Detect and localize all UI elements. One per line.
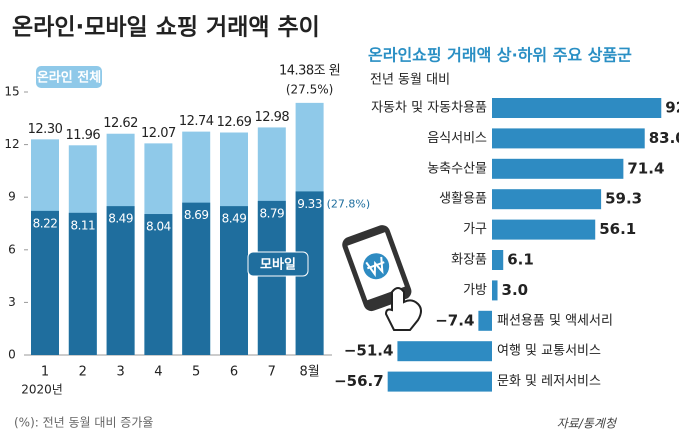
- mobile-bar: [68, 212, 97, 355]
- y-tick-label: 9: [8, 190, 16, 204]
- category-label: 자동차 및 자동차용품: [371, 101, 487, 116]
- legend-label: 온라인 전체: [37, 70, 101, 86]
- bar: [492, 128, 645, 149]
- value-label: −7.4: [435, 311, 474, 329]
- value-label: 12.30: [28, 122, 63, 137]
- annotation: (27.5%): [286, 82, 333, 96]
- panel-subtitle: 전년 동월 대비: [370, 73, 450, 88]
- category-label: 가방: [463, 283, 487, 298]
- value-label: 83.0: [649, 129, 679, 147]
- x-tick-label: 8월: [299, 365, 319, 380]
- x-tick-label: 6: [230, 365, 238, 380]
- value-label: 12.07: [141, 126, 176, 141]
- x-tick-label: 3: [116, 365, 124, 380]
- value-label: 59.3: [605, 190, 642, 208]
- category-label: 패션용품 및 액세서리: [497, 313, 613, 328]
- mobile-bar: [106, 206, 135, 355]
- y-tick-label: 6: [8, 242, 16, 256]
- x-tick-label: 5: [192, 365, 200, 380]
- value-label: 8.79: [259, 206, 284, 220]
- value-label: 8.49: [222, 212, 247, 226]
- value-label: 8.49: [108, 212, 133, 226]
- legend-box: [36, 66, 102, 88]
- y-tick-label: 12: [4, 137, 19, 151]
- value-label: 12.62: [103, 116, 138, 131]
- annotation: (27.8%): [327, 197, 371, 210]
- value-label: 11.96: [65, 128, 100, 143]
- bar: [492, 158, 624, 179]
- value-label: 12.98: [254, 110, 289, 125]
- x-tick-label: 1: [41, 365, 49, 380]
- legend-label: 모바일: [260, 257, 296, 273]
- value-label: 9.33: [297, 197, 322, 211]
- value-label: 6.1: [507, 251, 534, 269]
- value-label: 12.69: [217, 115, 252, 130]
- category-label: 여행 및 교통서비스: [497, 343, 601, 359]
- x-tick-label: 7: [268, 365, 276, 380]
- bar: [492, 189, 602, 210]
- bar: [492, 219, 596, 240]
- value-label: 56.1: [599, 220, 636, 238]
- x-tick-label: 2: [79, 365, 87, 380]
- bar: [492, 250, 504, 270]
- legend-box: [247, 251, 309, 277]
- mobile-bar: [257, 200, 286, 355]
- value-label: 71.4: [627, 159, 664, 177]
- category-label: 문화 및 레저서비스: [497, 374, 601, 389]
- footnote: (%): 전년 동월 대비 증가율: [14, 416, 153, 430]
- bar: [492, 280, 498, 301]
- chart-title: 온라인·모바일 쇼핑 거래액 추이: [12, 15, 320, 41]
- value-label: 3.0: [502, 281, 529, 299]
- value-label: 92.0%: [665, 99, 679, 117]
- won-sign: [365, 256, 385, 278]
- source: 자료/통계청: [557, 417, 618, 431]
- value-label: 8.11: [70, 218, 95, 232]
- x-axis-label: 2020년: [21, 383, 63, 397]
- hand-icon: [384, 287, 422, 331]
- mobile-bar: [220, 206, 248, 355]
- category-label: 가구: [463, 222, 487, 237]
- category-label: 화장품: [451, 253, 487, 268]
- value-label: 12.74: [179, 114, 214, 129]
- value-label: 8.69: [184, 208, 209, 222]
- value-label: 8.22: [33, 216, 58, 230]
- value-label: 14.38조 원: [279, 63, 340, 78]
- bar: [478, 310, 492, 331]
- value-label: −56.7: [334, 372, 384, 390]
- bar: [492, 98, 662, 118]
- category-label: 농축수산물: [427, 161, 487, 176]
- x-tick-label: 4: [154, 365, 162, 380]
- bar: [397, 341, 492, 362]
- mobile-bar: [31, 210, 59, 355]
- mobile-bar: [144, 214, 173, 355]
- y-tick-label: 15: [4, 85, 19, 99]
- category-label: 음식서비스: [427, 131, 487, 146]
- value-label: 8.04: [146, 220, 171, 234]
- y-tick-label: 3: [8, 295, 16, 309]
- value-label: −51.4: [344, 342, 394, 360]
- bar: [387, 371, 492, 392]
- mobile-bar: [182, 202, 211, 355]
- category-label: 생활용품: [439, 192, 487, 207]
- y-tick-label: 0: [8, 348, 16, 362]
- panel-title: 온라인쇼핑 거래액 상·하위 주요 상품군: [368, 46, 632, 65]
